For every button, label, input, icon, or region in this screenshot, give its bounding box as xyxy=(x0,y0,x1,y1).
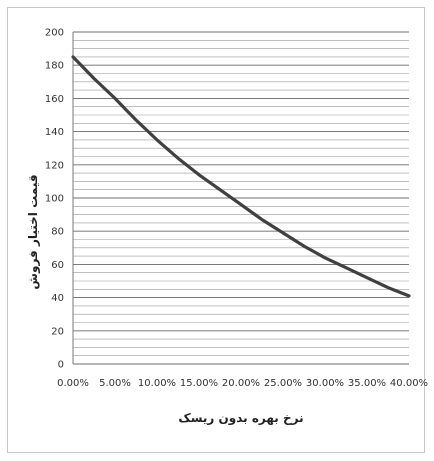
y-tick-label: 120 xyxy=(45,160,64,171)
y-axis-ticks: 0 20 40 60 80 100 120 140 160 180 200 xyxy=(45,28,64,371)
x-axis-ticks: 0.00% 5.00% 10.00% 15.00% 20.00% 25.00% 30.00%… xyxy=(57,378,428,389)
x-tick-label: 30.00% xyxy=(306,378,344,389)
x-tick-label: 0.00% xyxy=(57,378,89,389)
y-tick-label: 40 xyxy=(51,293,64,304)
x-tick-label: 35.00% xyxy=(348,378,386,389)
y-tick-label: 200 xyxy=(45,28,64,39)
grid-lines xyxy=(72,31,409,365)
y-tick-label: 60 xyxy=(51,260,64,271)
y-axis-title: قیمت اختیار فروش xyxy=(26,174,41,289)
chart-frame xyxy=(7,7,425,453)
y-tick-label: 20 xyxy=(51,326,64,337)
y-tick-label: 0 xyxy=(58,360,64,371)
x-tick-label: 15.00% xyxy=(180,378,218,389)
series-group xyxy=(71,55,411,298)
y-tick-label: 140 xyxy=(45,127,64,138)
x-tick-label: 5.00% xyxy=(99,378,131,389)
y-tick-label: 80 xyxy=(51,227,64,238)
series-line xyxy=(71,55,411,298)
y-tick-label: 100 xyxy=(45,194,64,205)
x-tick-label: 10.00% xyxy=(138,378,176,389)
y-tick-label: 180 xyxy=(45,61,64,72)
x-tick-label: 25.00% xyxy=(264,378,302,389)
x-tick-label: 40.00% xyxy=(390,378,428,389)
x-axis-title: نرخ بهره بدون ریسک xyxy=(178,411,303,426)
y-tick-label: 160 xyxy=(45,94,64,105)
x-tick-label: 20.00% xyxy=(222,378,260,389)
